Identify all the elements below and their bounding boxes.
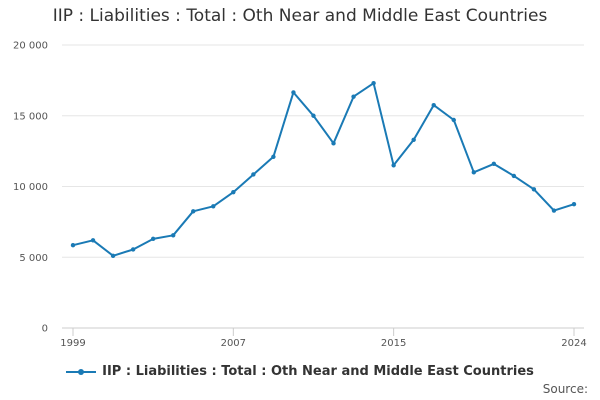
x-tick-label: 1999 [60, 338, 85, 349]
x-tick-label: 2015 [381, 338, 406, 349]
data-point[interactable] [411, 137, 416, 143]
series-line[interactable] [72, 82, 575, 257]
data-point[interactable] [391, 163, 396, 168]
y-tick-label: 5 000 [19, 253, 48, 264]
legend-label: IIP : Liabilities : Total : Oth Near and… [102, 364, 534, 379]
data-point[interactable] [371, 81, 376, 86]
series-layer [70, 81, 577, 259]
grid-lines [62, 44, 584, 258]
data-point[interactable] [471, 170, 476, 175]
data-point[interactable] [191, 209, 196, 214]
data-point[interactable] [551, 208, 557, 213]
data-point[interactable] [451, 117, 456, 123]
data-point[interactable] [431, 102, 436, 108]
data-point[interactable] [70, 243, 76, 248]
data-point[interactable] [231, 189, 236, 195]
data-point[interactable] [171, 233, 176, 238]
data-point[interactable] [291, 90, 296, 95]
y-tick-label: 20 000 [13, 41, 48, 52]
y-tick-label: 15 000 [13, 111, 48, 122]
data-point[interactable] [150, 236, 156, 242]
data-point[interactable] [331, 141, 336, 146]
y-tick-label: 10 000 [13, 182, 48, 193]
x-tick-label: 2007 [221, 338, 246, 349]
y-axis: 0 5 000 10 000 15 000 20 000 [13, 41, 48, 335]
data-point[interactable] [351, 94, 356, 99]
data-point[interactable] [90, 238, 96, 243]
data-point[interactable] [130, 247, 136, 252]
data-point[interactable] [311, 113, 316, 118]
data-point[interactable] [531, 187, 537, 192]
data-point[interactable] [511, 173, 517, 179]
data-point[interactable] [571, 201, 577, 207]
x-tick-label: 2024 [561, 338, 586, 349]
source-label: Source: [542, 382, 588, 396]
legend[interactable]: IIP : Liabilities : Total : Oth Near and… [0, 364, 600, 379]
y-tick-label: 0 [42, 324, 48, 335]
x-axis: 1999 2007 2015 2024 [60, 327, 587, 349]
data-point[interactable] [251, 172, 256, 177]
data-point[interactable] [271, 154, 276, 159]
chart-title: IIP : Liabilities : Total : Oth Near and… [52, 6, 548, 26]
data-point[interactable] [211, 204, 216, 209]
data-point[interactable] [110, 253, 116, 259]
data-point[interactable] [491, 161, 497, 167]
legend-swatch [66, 366, 97, 378]
